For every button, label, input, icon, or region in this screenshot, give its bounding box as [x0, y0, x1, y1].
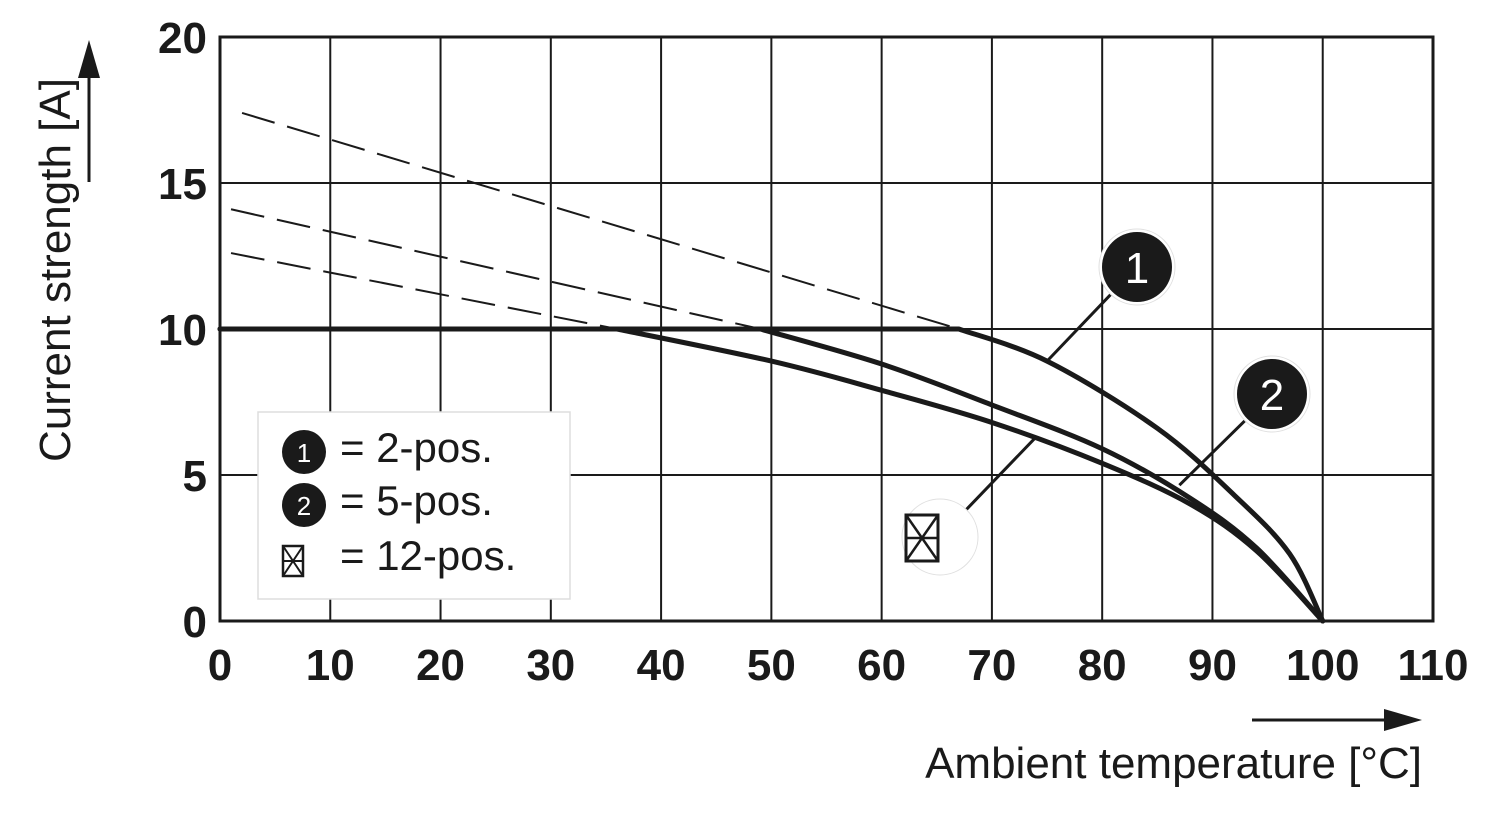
callouts: 12 — [901, 228, 1311, 576]
x-axis-title: Ambient temperature [°C] — [925, 709, 1422, 788]
callout-leader-5-pos — [1178, 419, 1246, 487]
callout-2-pos: 1 — [1045, 228, 1176, 363]
legend-item-2-pos: 1 = 2-pos. — [282, 424, 493, 474]
x-tick-label-70: 70 — [967, 641, 1016, 690]
legend: 1 = 2-pos. 2 = 5-pos. = 12-pos. — [257, 411, 571, 600]
series-2-pos-dashed-line — [241, 111, 960, 330]
x-tick-label-50: 50 — [747, 641, 796, 690]
callout-leader-2-pos — [1045, 293, 1112, 363]
y-tick-label-5: 5 — [183, 452, 207, 501]
legend-marker-2-label: 2 — [297, 491, 311, 521]
series-12-pos-line — [217, 326, 1326, 624]
y-axis-arrow-icon — [78, 40, 100, 78]
series-2-pos-line — [217, 326, 1326, 624]
x-tick-label-40: 40 — [637, 641, 686, 690]
x-axis-arrow-icon — [1384, 709, 1422, 731]
callout-marker-label-5-pos: 2 — [1260, 371, 1284, 420]
legend-marker-1 — [282, 430, 326, 474]
legend-label-12-pos: = 12-pos. — [340, 532, 516, 579]
x-axis-label: Ambient temperature [°C] — [925, 739, 1422, 788]
legend-label-5-pos: = 5-pos. — [340, 477, 493, 524]
callout-marker-label-2-pos: 1 — [1125, 244, 1149, 293]
series-5-pos-dashed-line — [230, 208, 761, 330]
legend-marker-1-label: 1 — [297, 438, 311, 468]
x-tick-label-0: 0 — [208, 641, 232, 690]
y-tick-label-20: 20 — [158, 14, 207, 63]
x-tick-label-100: 100 — [1286, 641, 1359, 690]
legend-marker-2 — [282, 483, 326, 527]
legend-item-12-pos: = 12-pos. — [281, 532, 516, 579]
y-axis-ticks: 0 5 10 15 20 — [158, 14, 207, 647]
callout-marker-2-pos — [1102, 232, 1172, 302]
series-12-pos-dashed-line — [230, 252, 618, 330]
x-axis-ticks: 0 10 20 30 40 50 60 70 80 90 100 110 — [208, 641, 1469, 690]
y-axis-title: Current strength [A] — [31, 40, 100, 462]
y-axis-label: Current strength [A] — [31, 78, 80, 462]
legend-item-5-pos: 2 = 5-pos. — [282, 477, 493, 527]
y-tick-label-15: 15 — [158, 160, 207, 209]
x-tick-label-90: 90 — [1188, 641, 1237, 690]
series-layer — [217, 111, 1326, 624]
callout-leader-12-pos — [965, 436, 1038, 511]
x-tick-label-110: 110 — [1398, 641, 1469, 690]
legend-label-2-pos: = 2-pos. — [340, 424, 493, 471]
x-tick-label-60: 60 — [857, 641, 906, 690]
callout-box-cross-icon — [904, 513, 940, 563]
callout-12-pos — [901, 436, 1038, 576]
callout-halo-12-pos — [901, 498, 979, 576]
y-tick-label-10: 10 — [158, 306, 207, 355]
callout-5-pos: 2 — [1178, 355, 1311, 487]
x-tick-label-10: 10 — [306, 641, 355, 690]
x-tick-label-80: 80 — [1078, 641, 1127, 690]
y-tick-label-0: 0 — [183, 598, 207, 647]
callout-marker-5-pos — [1237, 359, 1307, 429]
x-tick-label-20: 20 — [416, 641, 465, 690]
box-cross-icon — [281, 544, 305, 578]
x-tick-label-30: 30 — [526, 641, 575, 690]
